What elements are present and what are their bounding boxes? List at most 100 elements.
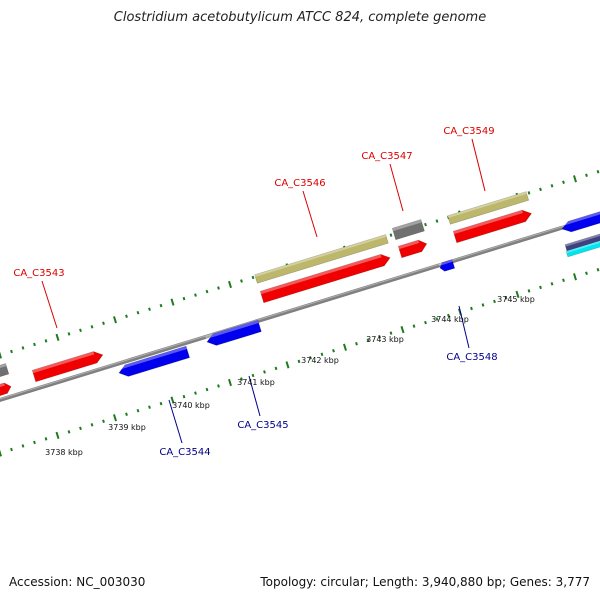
gene-label[interactable]: CA_C3543	[13, 268, 64, 279]
major-tick	[228, 378, 232, 387]
gene-arrow-g1[interactable]	[0, 381, 13, 399]
minor-tick	[205, 289, 209, 294]
gene-label[interactable]: CA_C3548	[446, 352, 497, 363]
minor-tick	[205, 387, 209, 392]
major-tick	[113, 414, 117, 422]
minor-tick	[21, 346, 25, 350]
scale-label: 3743 kbp	[366, 335, 404, 344]
minor-tick	[159, 303, 163, 308]
minor-tick	[251, 275, 255, 280]
minor-tick	[251, 373, 255, 378]
scale-label: 3741 kbp	[237, 378, 275, 387]
minor-tick	[182, 296, 186, 301]
minor-tick	[102, 321, 105, 326]
gene-arrow-ca-c3549[interactable]	[452, 208, 533, 244]
minor-tick	[585, 271, 588, 275]
minor-tick	[527, 191, 531, 195]
minor-tick	[194, 391, 197, 395]
major-tick	[55, 431, 60, 440]
gene-arrow-g-right-navy[interactable]	[564, 231, 600, 252]
minor-tick	[136, 408, 140, 413]
minor-tick	[562, 278, 565, 283]
minor-tick	[470, 306, 473, 311]
gene-arrow-g-right-cyan[interactable]	[565, 237, 600, 258]
gene-arrow-ca-c3544[interactable]	[117, 345, 190, 379]
leader-line	[458, 305, 470, 349]
minor-tick	[585, 173, 588, 177]
scale-label: 3739 kbp	[108, 423, 146, 432]
leader-line	[248, 375, 261, 417]
minor-tick	[366, 338, 370, 342]
gene-arrow-g0[interactable]	[0, 363, 10, 380]
gene-labels: CA_C3543 CA_C3544 CA_C3545 CA_C3546 CA_C3547…	[13, 126, 497, 458]
accession-label: Accession: NC_003030	[9, 575, 146, 589]
scale-label: 3742 kbp	[301, 356, 339, 365]
major-tick	[113, 316, 117, 324]
leader-line	[471, 138, 486, 192]
minor-tick	[67, 332, 71, 336]
scale-label: 3745 kbp	[497, 295, 535, 304]
gene-arrow-ca-c3543[interactable]	[31, 349, 104, 383]
minor-tick	[309, 356, 312, 360]
minor-tick	[148, 307, 151, 311]
gene-label[interactable]: CA_C3545	[237, 420, 288, 431]
genome-backbone	[0, 213, 600, 403]
leader-line	[389, 163, 404, 212]
scale-labels: 3738 kbp 3739 kbp 3740 kbp 3741 kbp 3742 kbp…	[45, 295, 535, 457]
gene-label[interactable]: CA_C3549	[443, 126, 494, 137]
gene-label[interactable]: CA_C3546	[274, 178, 325, 189]
minor-tick	[182, 394, 186, 399]
gene-arrow-ca-c3548[interactable]	[438, 259, 456, 273]
minor-tick	[33, 440, 36, 445]
minor-tick	[596, 267, 600, 272]
minor-tick	[159, 401, 163, 406]
map-title: Clostridium acetobutylicum ATCC 824, com…	[113, 10, 487, 25]
major-tick	[170, 298, 175, 306]
minor-tick	[550, 282, 554, 286]
minor-tick	[10, 447, 13, 452]
major-tick	[0, 449, 2, 457]
minor-tick	[148, 405, 151, 409]
minor-tick	[90, 423, 94, 427]
minor-tick	[67, 430, 71, 434]
inner-tick-ring	[0, 267, 600, 457]
minor-tick	[435, 317, 439, 321]
minor-tick	[79, 328, 82, 333]
gene-label[interactable]: CA_C3544	[159, 447, 210, 458]
minor-tick	[504, 296, 508, 300]
gene-arrow-ca-c3546[interactable]	[259, 252, 392, 304]
minor-tick	[481, 303, 485, 307]
gene-arrow-ca-c3546-cds[interactable]	[254, 234, 389, 284]
gene-arrow-ca-c3547[interactable]	[397, 238, 428, 259]
major-tick	[515, 290, 520, 299]
minor-tick	[274, 366, 278, 371]
gene-arrow-ca-c3549-cds[interactable]	[447, 191, 530, 225]
gene-arrow-ca-c3545[interactable]	[205, 319, 262, 348]
gene-label[interactable]: CA_C3547	[361, 151, 412, 162]
major-tick	[0, 351, 2, 359]
minor-tick	[332, 349, 335, 353]
minor-tick	[44, 339, 48, 343]
genome-backbone-highlight	[0, 214, 600, 400]
minor-tick	[217, 286, 220, 290]
major-tick	[573, 273, 577, 281]
minor-tick	[539, 285, 542, 290]
minor-tick	[562, 180, 565, 185]
minor-tick	[240, 377, 243, 381]
gene-arrow-g-right-blue[interactable]	[560, 208, 600, 234]
minor-tick	[493, 299, 496, 304]
minor-tick	[33, 342, 36, 347]
scale-label: 3744 kbp	[431, 315, 469, 324]
minor-tick	[125, 412, 128, 416]
minor-tick	[424, 222, 427, 227]
minor-tick	[297, 359, 301, 364]
minor-tick	[539, 187, 542, 192]
minor-tick	[424, 320, 427, 325]
minor-tick	[240, 279, 243, 283]
gene-arrow-ca-c3547-cds[interactable]	[391, 219, 425, 241]
minor-tick	[102, 419, 105, 424]
minor-tick	[79, 426, 82, 431]
minor-tick	[355, 342, 358, 346]
minor-tick	[136, 310, 140, 315]
scale-label: 3740 kbp	[172, 401, 210, 410]
